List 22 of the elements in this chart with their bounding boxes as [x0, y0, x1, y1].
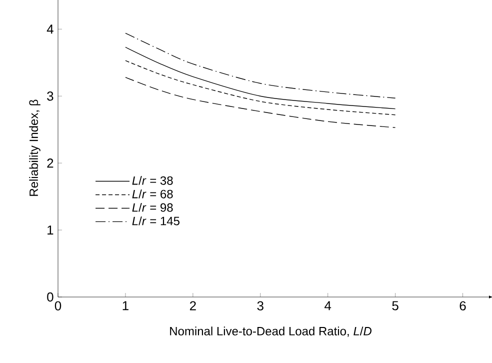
line-series — [125, 46, 396, 110]
y-tick-label: 2 — [47, 158, 54, 168]
line-series — [125, 32, 396, 98]
line-series — [125, 77, 396, 128]
legend-label: L/r = 68 — [132, 189, 173, 198]
x-tick-label: 5 — [392, 301, 398, 310]
x-tick-label: 6 — [460, 301, 466, 310]
y-tick-label: 0 — [47, 292, 54, 302]
y-tick-label: 3 — [47, 91, 54, 101]
x-tick-label: 0 — [54, 301, 62, 310]
legend-label: L/r = 145 — [132, 216, 180, 226]
y-axis-title: Reliability Index, β — [29, 100, 40, 196]
legend-label: L/r = 38 — [132, 176, 173, 185]
x-tick-label: 1 — [122, 301, 128, 310]
y-tick-label: 1 — [48, 226, 54, 235]
y-tick-label: 4 — [46, 24, 54, 34]
legend-label: L/r = 98 — [132, 202, 173, 212]
x-tick-label: 2 — [190, 301, 196, 310]
x-axis-title: Nominal Live-to-Dead Load Ratio, L/D — [170, 326, 372, 337]
x-tick-label: 4 — [324, 301, 332, 310]
line-series — [125, 60, 396, 116]
x-tick-label: 3 — [257, 301, 264, 310]
